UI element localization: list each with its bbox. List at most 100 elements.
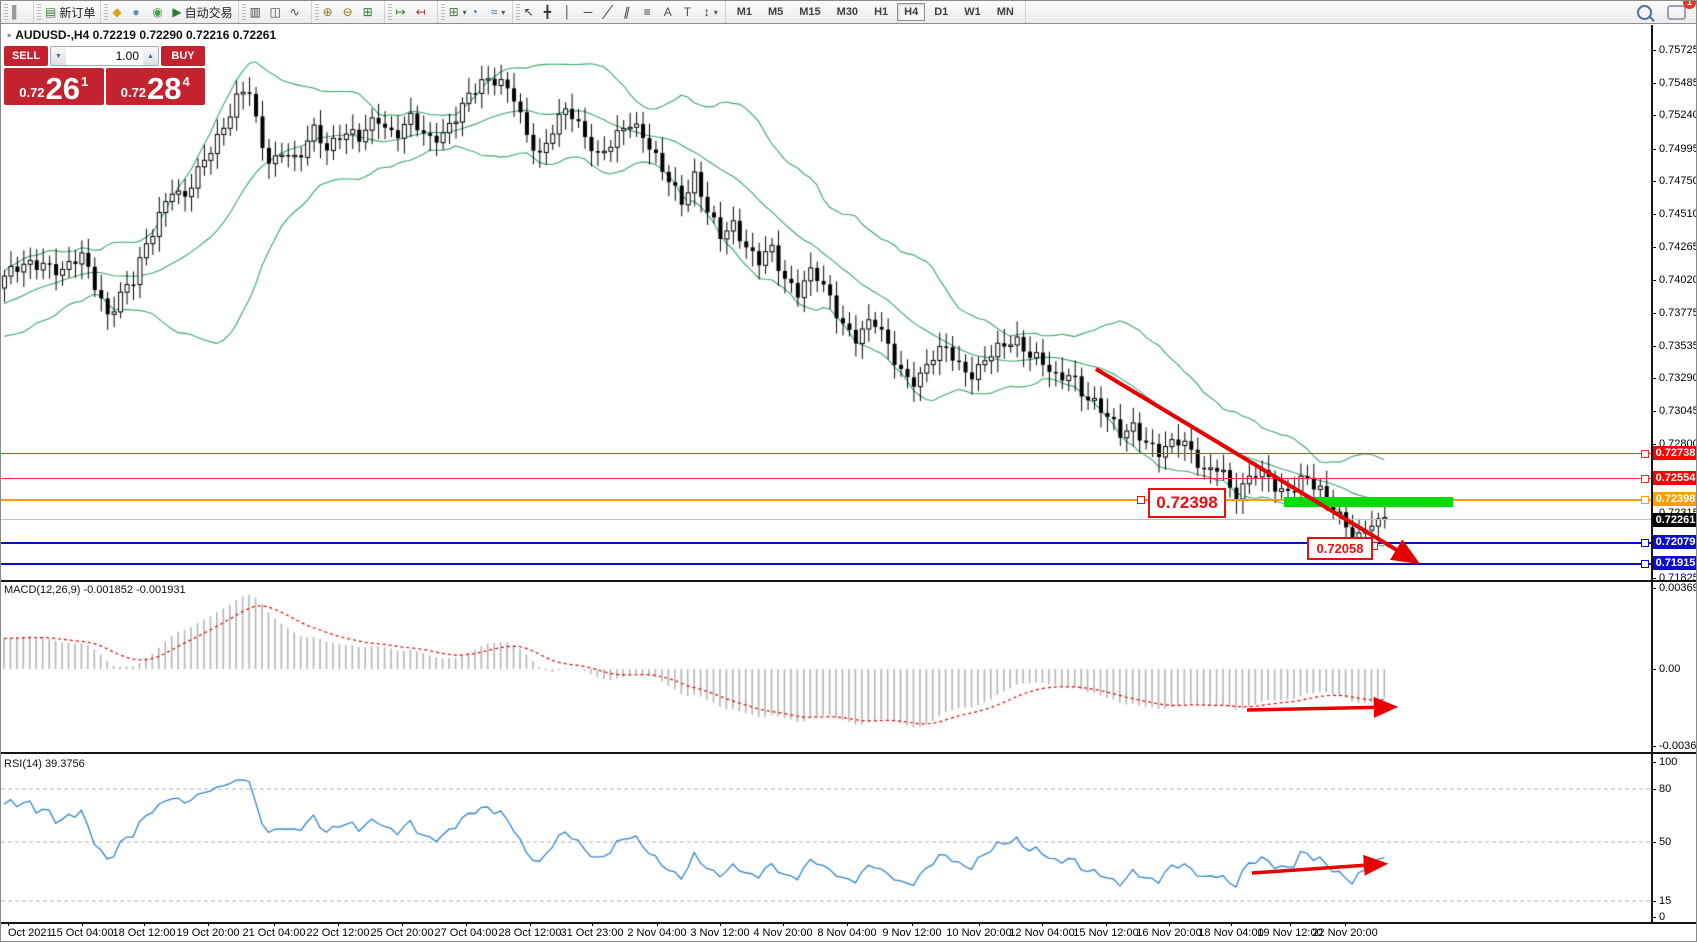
horizontal-line-0.72738[interactable] xyxy=(1,453,1651,455)
vertical-line-button[interactable]: │ xyxy=(562,2,582,22)
price-callout-0.72058[interactable]: 0.72058 xyxy=(1307,537,1373,560)
pane-separator-2[interactable] xyxy=(1,922,1696,924)
price-tick-label: 0.75725 xyxy=(1659,44,1697,56)
label-button[interactable]: T xyxy=(682,2,702,22)
channel-button[interactable]: ∥ xyxy=(622,2,642,22)
indicators-button[interactable]: ≈ ▾ xyxy=(489,2,509,22)
pane-separator-1[interactable] xyxy=(1,752,1696,754)
chart-shift-icon: ↤ xyxy=(415,5,426,19)
timeframe-m30-button[interactable]: M30 xyxy=(830,3,865,21)
arrows-button[interactable]: ↕ ▾ xyxy=(702,2,722,22)
trendline-button[interactable]: ╱ xyxy=(602,2,622,22)
price-tick-label: 0.73775 xyxy=(1659,307,1697,319)
community-icon: ● xyxy=(132,5,140,19)
date-tick xyxy=(657,922,658,926)
timeframe-m15-button[interactable]: M15 xyxy=(792,3,827,21)
price-tick xyxy=(1651,214,1656,215)
pane-separator-0[interactable] xyxy=(1,580,1696,582)
date-axis-label: 8 Nov 04:00 xyxy=(817,927,877,939)
date-axis-label: 19 Nov 12:00 xyxy=(1257,927,1323,939)
new-chart-button[interactable]: ⊞ ▾ xyxy=(447,2,469,22)
marker-button[interactable]: ◆ xyxy=(110,2,130,22)
zoom-out-button[interactable]: ⊖ xyxy=(341,2,361,22)
price-tick xyxy=(1651,444,1656,445)
new-chart-icon: ⊞ xyxy=(448,5,459,19)
toolbar-group-order: ▤ 新订单 xyxy=(34,1,102,23)
search-button[interactable] xyxy=(1635,2,1655,22)
new-order-button[interactable]: ▤ 新订单 xyxy=(43,2,97,22)
fibonacci-button[interactable]: ≡ xyxy=(642,2,662,22)
horizontal-line-0.72261[interactable] xyxy=(1,519,1651,520)
indicator-tick-label: 0 xyxy=(1659,911,1666,923)
volume-down-button[interactable]: ▼ xyxy=(51,47,66,65)
horizontal-line-0.72554[interactable] xyxy=(1,478,1651,480)
channel-icon: ∥ xyxy=(622,5,632,19)
date-tick xyxy=(274,922,275,926)
price-tick-label: 0.74995 xyxy=(1659,143,1697,155)
chart-symbol-header: ▪ AUDUSD-,H4 0.72219 0.72290 0.72216 0.72… xyxy=(7,28,277,42)
buy-button[interactable]: BUY xyxy=(161,46,205,66)
horizontal-line-button[interactable]: ─ xyxy=(582,2,602,22)
crosshair-button[interactable]: ╋ xyxy=(542,2,562,22)
period-button[interactable]: ◔ xyxy=(469,2,489,22)
date-axis-label: 2 Nov 04:00 xyxy=(627,927,687,939)
date-tick xyxy=(847,922,848,926)
autoscroll-button[interactable]: ↦ xyxy=(394,2,414,22)
line-handle-0.72554[interactable] xyxy=(1641,475,1649,483)
sell-button[interactable]: SELL xyxy=(4,46,48,66)
timeframe-h1-button[interactable]: H1 xyxy=(867,3,895,21)
date-tick xyxy=(1345,922,1346,926)
notifications-button[interactable]: 1 xyxy=(1665,1,1696,22)
indicator-tick-label: -0.003672 xyxy=(1659,740,1697,752)
callout-handle-0.72398[interactable] xyxy=(1137,496,1145,504)
indicator-tick-label: 0.003698 xyxy=(1659,582,1696,594)
timeframe-w1-button[interactable]: W1 xyxy=(957,3,988,21)
line-handle-0.72738[interactable] xyxy=(1641,450,1649,458)
price-callout-0.72398[interactable]: 0.72398 xyxy=(1148,488,1226,518)
chart-shift-button[interactable]: ↤ xyxy=(414,2,434,22)
timeframe-mn-button[interactable]: MN xyxy=(990,3,1021,21)
text-button[interactable]: A xyxy=(662,2,682,22)
horizontal-line-0.72398[interactable] xyxy=(1,499,1651,501)
sell-price[interactable]: 0.72 26 1 xyxy=(4,68,104,105)
date-axis-label: 3 Nov 12:00 xyxy=(690,927,750,939)
indicator-tick xyxy=(1651,842,1656,843)
line-handle-0.72398[interactable] xyxy=(1641,496,1649,504)
community-button[interactable]: ● xyxy=(130,2,150,22)
date-axis-label: 22 Oct 12:00 xyxy=(306,927,370,939)
green-highlight-bar[interactable] xyxy=(1284,497,1453,507)
timeframe-h4-button[interactable]: H4 xyxy=(897,3,926,21)
price-tick-label: 0.75240 xyxy=(1659,109,1697,121)
zoom-in-button[interactable]: ⊕ xyxy=(321,2,341,22)
candlestick-button[interactable]: ◫ xyxy=(268,2,288,22)
date-axis-label: 27 Oct 04:00 xyxy=(434,927,498,939)
autotrade-button[interactable]: ▶ 自动交易 xyxy=(170,2,234,22)
timeframe-m1-button[interactable]: M1 xyxy=(730,3,759,21)
tile-windows-icon: ⊞ xyxy=(362,5,373,19)
signals-button[interactable]: ◉ xyxy=(150,2,170,22)
price-level-badge-0.71915: 0.71915 xyxy=(1653,556,1696,570)
volume-up-button[interactable]: ▲ xyxy=(143,47,158,65)
timeframe-d1-button[interactable]: D1 xyxy=(927,3,955,21)
line-chart-button[interactable]: ∿ xyxy=(288,2,308,22)
line-handle-0.72079[interactable] xyxy=(1641,539,1649,547)
date-tick xyxy=(783,922,784,926)
bar-chart-button[interactable]: ▥ xyxy=(248,2,268,22)
price-tick-label: 0.71825 xyxy=(1659,572,1697,584)
tile-windows-button[interactable]: ⊞ xyxy=(361,2,381,22)
cursor-button[interactable]: ↖ xyxy=(522,2,542,22)
toolbar-group-windows: ⊞ ▾ ◔ ≈ ▾ xyxy=(438,1,513,23)
date-tick xyxy=(338,922,339,926)
volume-input[interactable] xyxy=(66,47,143,65)
horizontal-line-0.71915[interactable] xyxy=(1,563,1651,565)
horizontal-line-0.72079[interactable] xyxy=(1,542,1651,544)
buy-price[interactable]: 0.72 28 4 xyxy=(105,68,205,105)
main-toolbar: ▌ ▤ 新订单 ◆ ● ◉ ▶ 自动交易 ▥ ◫ ∿ ⊕ ⊖ ⊞ ↦ ↤ ⊞ ▾ ◔ ≈ ▾ ↖ ╋ │ ─ ╱ ∥ ≡ A T ↕ ▾ M1 M… xyxy=(1,1,1696,24)
chart-title-icon: ▪ xyxy=(7,28,12,42)
price-chart-canvas[interactable] xyxy=(1,23,1696,941)
autoscroll-icon: ↦ xyxy=(395,5,406,19)
zoom-in-icon: ⊕ xyxy=(322,5,333,19)
line-handle-0.71915[interactable] xyxy=(1641,560,1649,568)
price-tick-label: 0.73045 xyxy=(1659,405,1697,417)
timeframe-m5-button[interactable]: M5 xyxy=(761,3,790,21)
